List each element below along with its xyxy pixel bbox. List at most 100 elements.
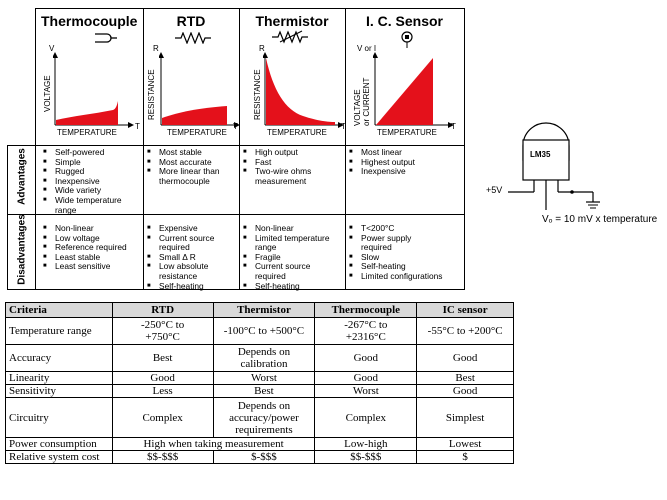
list-item: Non-linear: [43, 223, 141, 234]
table-header-row: Criteria RTD Thermistor Thermocouple IC …: [5, 302, 514, 318]
table-row: Power consumption High when taking measu…: [5, 437, 514, 451]
table-header: Criteria: [5, 302, 113, 318]
list-item: Most accurate: [147, 157, 237, 168]
list-item: Wide variety: [43, 186, 141, 196]
table-cell: $$-$$$: [111, 450, 214, 464]
table-row: Sensitivity Less Best Worst Good: [5, 384, 514, 398]
table-cell: Good: [416, 384, 514, 398]
disadvantages-rtd: Expensive Current source required Small …: [147, 223, 237, 292]
list-item: Limited configurations: [349, 271, 461, 282]
table-header: Thermocouple: [314, 302, 418, 318]
table-cell: High when taking measurement: [111, 437, 316, 451]
rtd-y-sym: R: [153, 44, 159, 53]
table-header: Thermistor: [212, 302, 316, 318]
advantages-rtd: Most stable Most accurate More linear th…: [147, 147, 237, 186]
list-item: Self-heating: [349, 262, 461, 272]
ic-sensor-x-label: TEMPERATURE: [377, 128, 437, 137]
lm35-package-icon: [508, 122, 600, 210]
rtd-x-sym: T: [233, 122, 238, 131]
ic-sensor-x-sym: T: [451, 122, 456, 131]
list-item: Current source required: [243, 262, 330, 281]
table-cell: Depends on calibration: [212, 344, 316, 372]
table-cell: Complex: [314, 397, 418, 438]
lm35-formula: Vₒ = 10 mV x temperature: [542, 214, 658, 225]
list-item: T<200°C: [349, 223, 461, 234]
table-cell: Accuracy: [5, 344, 113, 372]
table-cell: -55°C to +200°C: [416, 317, 514, 345]
table-cell: Good: [111, 371, 214, 385]
thermocouple-y-label: VOLTAGE: [43, 75, 52, 112]
header-thermocouple: Thermocouple: [41, 13, 138, 29]
table-cell: $$-$$$: [314, 450, 418, 464]
list-item: Current source required: [147, 233, 234, 253]
thermistor-y-label: RESISTANCE: [253, 69, 262, 120]
table-cell: Best: [111, 344, 214, 372]
table-cell: Best: [416, 371, 514, 385]
resistor-symbol-icon: [175, 32, 211, 44]
list-item: More linear than thermocouple: [147, 166, 234, 186]
list-item: Self-powered: [43, 147, 141, 158]
table-row: Temperature range -250°C to +750°C -100°…: [5, 317, 514, 345]
table-cell: Good: [314, 344, 418, 372]
thermocouple-graph: [53, 52, 134, 128]
thermistor-x-sym: T: [341, 122, 346, 131]
table-cell: Linearity: [5, 371, 113, 385]
list-item: Non-linear: [243, 223, 343, 234]
list-item: Two-wire ohms measurement: [243, 166, 325, 186]
list-item: Wide temperature range: [43, 195, 133, 215]
row-label-disadvantages: Disadvantages: [16, 214, 28, 285]
table-cell: Sensitivity: [5, 384, 113, 398]
criteria-table: Criteria RTD Thermistor Thermocouple IC …: [5, 302, 514, 464]
list-item: Expensive: [147, 223, 237, 234]
rtd-y-label: RESISTANCE: [147, 69, 156, 120]
list-item: Fragile: [243, 252, 343, 263]
table-cell: Good: [416, 344, 514, 372]
list-item: Inexpensive: [43, 176, 141, 187]
table-header: RTD: [111, 302, 214, 318]
list-item: Most stable: [147, 147, 237, 158]
ic-sensor-graph: [373, 52, 454, 128]
header-thermistor: Thermistor: [255, 13, 329, 29]
thermocouple-x-sym: T: [135, 122, 140, 131]
list-item: Inexpensive: [349, 167, 459, 177]
header-ic-sensor: I. C. Sensor: [365, 13, 444, 29]
list-item: Least sensitive: [43, 262, 141, 272]
table-cell: Lowest: [416, 437, 514, 451]
list-item: Most linear: [349, 147, 459, 158]
row-label-advantages: Advantages: [16, 148, 28, 205]
thermocouple-y-sym: V: [49, 44, 55, 53]
ic-sensor-symbol-icon: [401, 31, 413, 48]
advantages-thermocouple: Self-powered Simple Rugged Inexpensive W…: [43, 147, 141, 215]
list-item: Small Δ R: [147, 252, 237, 263]
thermistor-x-label: TEMPERATURE: [267, 128, 327, 137]
rtd-x-label: TEMPERATURE: [167, 128, 227, 137]
disadvantages-thermistor: Non-linear Limited temperature range Fra…: [243, 223, 343, 291]
table-cell: Less: [111, 384, 214, 398]
lm35-chip-label: LM35: [530, 150, 551, 159]
sensor-comparison-chart: Thermocouple RTD Thermistor I. C. Sensor…: [7, 8, 465, 292]
table-cell: Worst: [314, 384, 418, 398]
table-cell: Temperature range: [5, 317, 113, 345]
table-cell: Relative system cost: [5, 450, 113, 464]
table-cell: Good: [314, 371, 418, 385]
advantages-ic-sensor: Most linear Highest output Inexpensive: [349, 147, 459, 177]
table-cell: Low-high: [314, 437, 418, 451]
table-cell: Best: [212, 384, 316, 398]
list-item: Self-heating: [147, 281, 237, 292]
list-item: Slow: [349, 252, 461, 263]
table-row: Relative system cost $$-$$$ $-$$$ $$-$$$…: [5, 450, 514, 464]
disadvantages-ic-sensor: T<200°C Power supply required Slow Self-…: [349, 223, 461, 282]
table-header: IC sensor: [416, 302, 514, 318]
table-row: Circuitry Complex Depends on accuracy/po…: [5, 397, 514, 438]
list-item: Rugged: [43, 167, 141, 177]
list-item: Simple: [43, 157, 141, 168]
thermistor-y-sym: R: [259, 44, 265, 53]
thermistor-graph: [263, 52, 344, 128]
table-cell: Power consumption: [5, 437, 113, 451]
table-cell: Worst: [212, 371, 316, 385]
table-cell: Simplest: [416, 397, 514, 438]
header-rtd: RTD: [176, 13, 206, 29]
lm35-supply-label: +5V: [486, 185, 503, 195]
list-item: High output: [243, 147, 343, 158]
table-cell: $-$$$: [212, 450, 316, 464]
